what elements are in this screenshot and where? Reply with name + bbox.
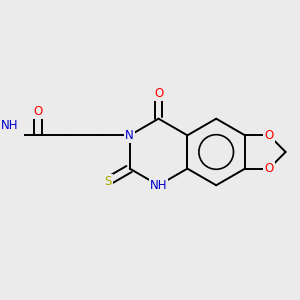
Text: N: N: [125, 129, 134, 142]
Text: NH: NH: [150, 179, 167, 192]
Text: O: O: [33, 105, 43, 118]
Text: O: O: [264, 129, 274, 142]
Text: O: O: [264, 162, 274, 175]
Text: S: S: [104, 175, 112, 188]
Text: O: O: [154, 87, 163, 100]
Text: NH: NH: [1, 118, 18, 131]
